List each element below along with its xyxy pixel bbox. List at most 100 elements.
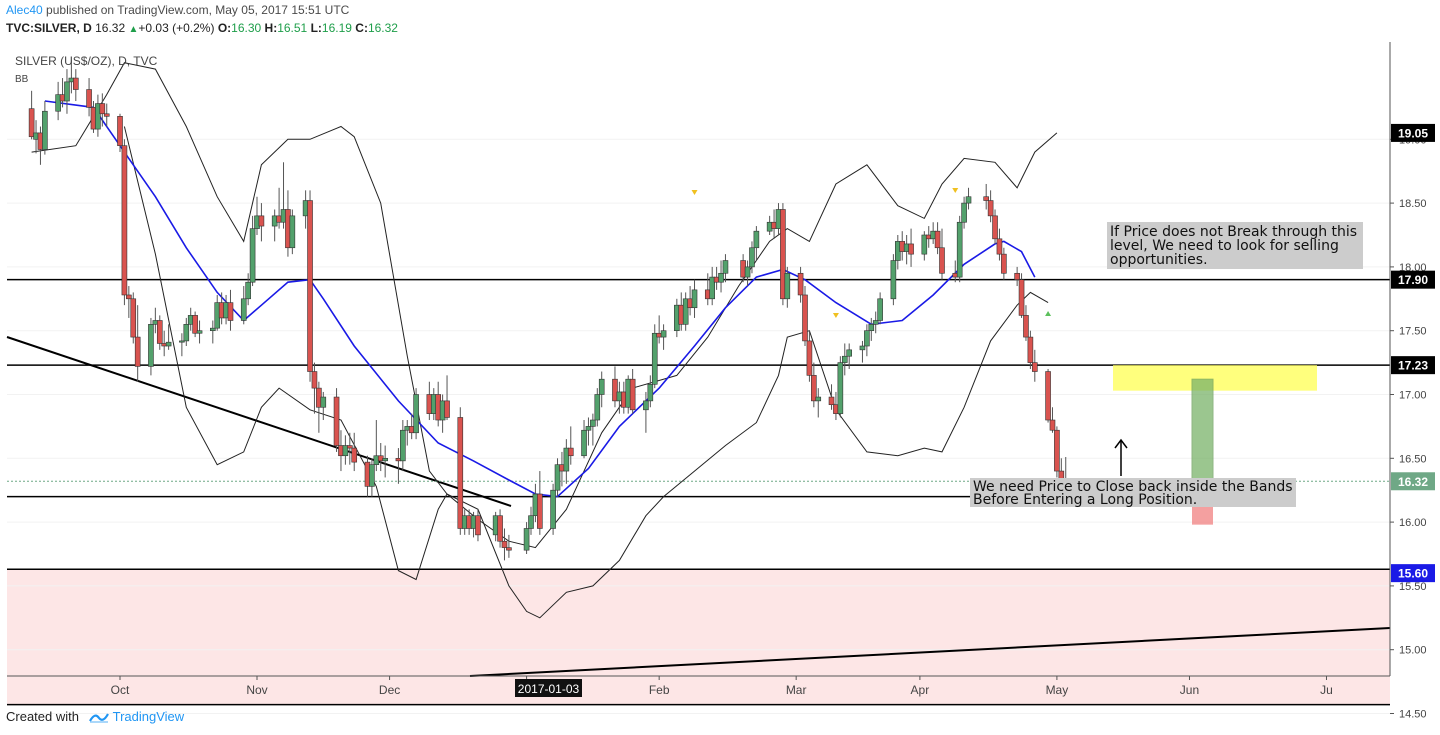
candle-body <box>1032 362 1038 372</box>
candle-body <box>815 396 822 402</box>
candle <box>709 266 715 306</box>
candle <box>86 78 92 117</box>
candle <box>598 371 605 408</box>
candle-body <box>585 426 592 431</box>
candle <box>846 343 852 369</box>
candle <box>965 187 972 210</box>
candle-body <box>594 394 601 421</box>
candle-body <box>126 294 132 300</box>
candle-body <box>64 81 70 102</box>
candle <box>802 286 808 347</box>
candle-body <box>497 515 503 542</box>
candle <box>117 113 123 153</box>
candle <box>784 266 791 308</box>
candle <box>99 93 106 127</box>
candle <box>811 362 817 408</box>
candle <box>594 388 601 427</box>
candle-body <box>1018 279 1025 316</box>
signal-down-icon <box>832 313 839 318</box>
candle-body <box>382 457 388 462</box>
candle <box>73 69 79 102</box>
candle <box>210 320 216 344</box>
price-tick-label: 15.50 <box>1399 581 1427 593</box>
candle-body <box>806 340 813 376</box>
candle-body <box>802 294 808 342</box>
candle <box>134 305 141 382</box>
annotation-long-box <box>970 478 1296 507</box>
time-tick-label: Jun <box>1180 683 1199 697</box>
price-tick-label: 15.00 <box>1399 645 1427 657</box>
signal-up-icon <box>1045 311 1052 316</box>
candle <box>908 228 914 267</box>
candle <box>983 183 989 210</box>
candle-body <box>956 221 963 278</box>
candle <box>1018 273 1025 318</box>
price-label: 17.90 <box>1398 273 1428 287</box>
candle-body <box>709 276 715 300</box>
candle-body <box>307 200 313 372</box>
candle-body <box>660 330 667 338</box>
price-label: 16.32 <box>1398 475 1428 489</box>
candle-body <box>828 396 835 406</box>
candle <box>537 471 543 535</box>
candle <box>42 101 48 155</box>
candle-body <box>996 238 1003 255</box>
candle <box>528 506 534 535</box>
candle <box>351 432 358 472</box>
candle-body <box>647 383 654 402</box>
price-label-bg <box>1391 472 1435 491</box>
symbol-label: TVC:SILVER, D <box>6 21 92 35</box>
candle-body <box>1045 371 1051 421</box>
candle-body <box>598 378 605 395</box>
candle <box>121 139 128 306</box>
signal-down-icon <box>691 190 698 195</box>
time-tick-label: Ju <box>1320 683 1333 697</box>
candle <box>864 324 870 357</box>
candle-body <box>749 247 755 268</box>
candle-body <box>347 445 353 449</box>
candle <box>651 324 658 389</box>
candle-body <box>744 266 751 278</box>
footer: Created with TradingView <box>6 709 184 725</box>
candle <box>413 388 419 440</box>
publish-text: published on TradingView.com, May 05, 20… <box>46 3 350 17</box>
candle-body <box>797 272 804 296</box>
candle <box>590 413 596 446</box>
candle <box>749 241 755 274</box>
candle <box>563 439 570 484</box>
candle <box>192 311 198 338</box>
candle <box>554 458 561 497</box>
candle <box>828 384 835 410</box>
indicator-label: BB <box>15 74 29 85</box>
candle-body <box>961 202 967 223</box>
candle <box>797 266 804 303</box>
tradingview-link[interactable]: TradingView <box>112 709 185 724</box>
author-link[interactable]: Alec40 <box>6 3 43 17</box>
candle-body <box>1014 272 1020 280</box>
annotation-sell-box <box>1107 222 1363 269</box>
candle-body <box>846 349 852 357</box>
candle-body <box>475 515 481 536</box>
candle-body <box>987 200 994 217</box>
candle-body <box>877 298 883 321</box>
trendline-up[interactable] <box>469 627 1391 677</box>
candle <box>585 417 592 446</box>
candle-body <box>1054 429 1060 472</box>
price-label: 15.60 <box>1398 567 1428 581</box>
candle-body <box>934 230 941 249</box>
candle <box>382 445 388 478</box>
candle <box>126 286 132 318</box>
candle <box>457 407 464 535</box>
trendline-down[interactable] <box>6 336 512 507</box>
time-tick-label: 2017-01-03 <box>518 682 580 696</box>
candle <box>103 103 110 127</box>
candle-body <box>351 447 358 463</box>
price-tick-label: 14.50 <box>1399 709 1427 721</box>
candle <box>1027 330 1034 369</box>
candle <box>506 534 512 558</box>
candle-body <box>939 247 945 274</box>
candle <box>1032 349 1038 382</box>
candle <box>475 509 481 542</box>
ohlc-legend: TVC:SILVER, D 16.32 ▲+0.03 (+0.2%) O:16.… <box>6 21 398 35</box>
